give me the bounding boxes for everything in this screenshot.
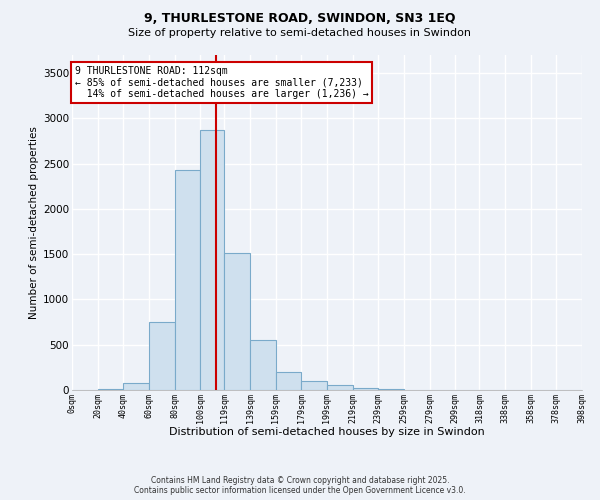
Bar	[149, 322, 175, 390]
Bar	[98, 389, 123, 390]
Bar	[224, 254, 250, 390]
Text: Contains HM Land Registry data © Crown copyright and database right 2025.: Contains HM Land Registry data © Crown c…	[151, 476, 449, 485]
Bar	[378, 389, 404, 390]
Y-axis label: Number of semi-detached properties: Number of semi-detached properties	[29, 126, 39, 319]
Text: 9 THURLESTONE ROAD: 112sqm
← 85% of semi-detached houses are smaller (7,233)
  1: 9 THURLESTONE ROAD: 112sqm ← 85% of semi…	[74, 66, 368, 99]
Bar	[175, 170, 200, 390]
X-axis label: Distribution of semi-detached houses by size in Swindon: Distribution of semi-detached houses by …	[169, 427, 485, 437]
Bar	[250, 340, 276, 390]
Bar	[353, 388, 378, 390]
Bar	[200, 130, 224, 390]
Text: Size of property relative to semi-detached houses in Swindon: Size of property relative to semi-detach…	[128, 28, 472, 38]
Bar	[301, 381, 327, 390]
Bar	[327, 386, 353, 390]
Bar	[123, 383, 149, 390]
Bar	[276, 372, 301, 390]
Text: 9, THURLESTONE ROAD, SWINDON, SN3 1EQ: 9, THURLESTONE ROAD, SWINDON, SN3 1EQ	[144, 12, 456, 26]
Text: Contains public sector information licensed under the Open Government Licence v3: Contains public sector information licen…	[134, 486, 466, 495]
